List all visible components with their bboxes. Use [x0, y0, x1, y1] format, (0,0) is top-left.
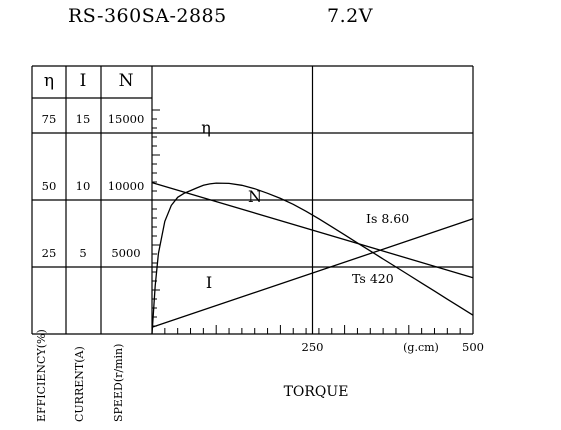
tick-label-0-2: 75 — [42, 112, 57, 126]
chart-grid — [32, 66, 473, 334]
x-tick-label-0: 250 — [302, 340, 324, 354]
series-label-1: N — [248, 187, 262, 206]
tick-label-1-1: 10 — [76, 179, 91, 193]
chart-subtitle: 7.2V — [327, 5, 373, 27]
axis-labels: η I N 25 50 75 5 10 15 5000 10000 15000 EFFICIENCY(%… — [35, 71, 484, 422]
x-axis-label: TORQUE — [284, 384, 349, 400]
x-tick-label-1: 500 — [462, 340, 484, 354]
series-line-2 — [151, 218, 474, 328]
tick-label-2-1: 10000 — [108, 179, 145, 193]
axis-name-0: EFFICIENCY(%) — [35, 329, 48, 422]
annotation-1: Ts 420 — [352, 271, 394, 286]
tick-label-1-2: 15 — [76, 112, 91, 126]
axis-symbol-0: η — [44, 71, 54, 91]
axis-symbol-1: I — [80, 71, 87, 91]
tick-label-2-0: 5000 — [111, 246, 140, 260]
chart-title: RS-360SA-2885 — [68, 5, 227, 27]
series-line-0 — [151, 182, 474, 335]
chart-series: η N I — [151, 118, 474, 335]
annotation-0: Is 8.60 — [366, 211, 409, 226]
tick-label-0-0: 25 — [42, 246, 57, 260]
tick-label-0-1: 50 — [42, 179, 57, 193]
axis-name-2: SPEED(r/min) — [112, 344, 125, 422]
axis-symbol-2: N — [119, 71, 134, 91]
chart-annotations: Is 8.60 Ts 420 — [352, 211, 409, 286]
series-label-0: η — [201, 118, 211, 137]
tick-label-2-2: 15000 — [108, 112, 145, 126]
tick-label-1-0: 5 — [79, 246, 86, 260]
series-label-2: I — [206, 273, 212, 292]
axis-name-1: CURRENT(A) — [73, 346, 86, 422]
x-unit-label: (g.cm) — [403, 341, 439, 354]
series-line-1 — [151, 181, 474, 279]
